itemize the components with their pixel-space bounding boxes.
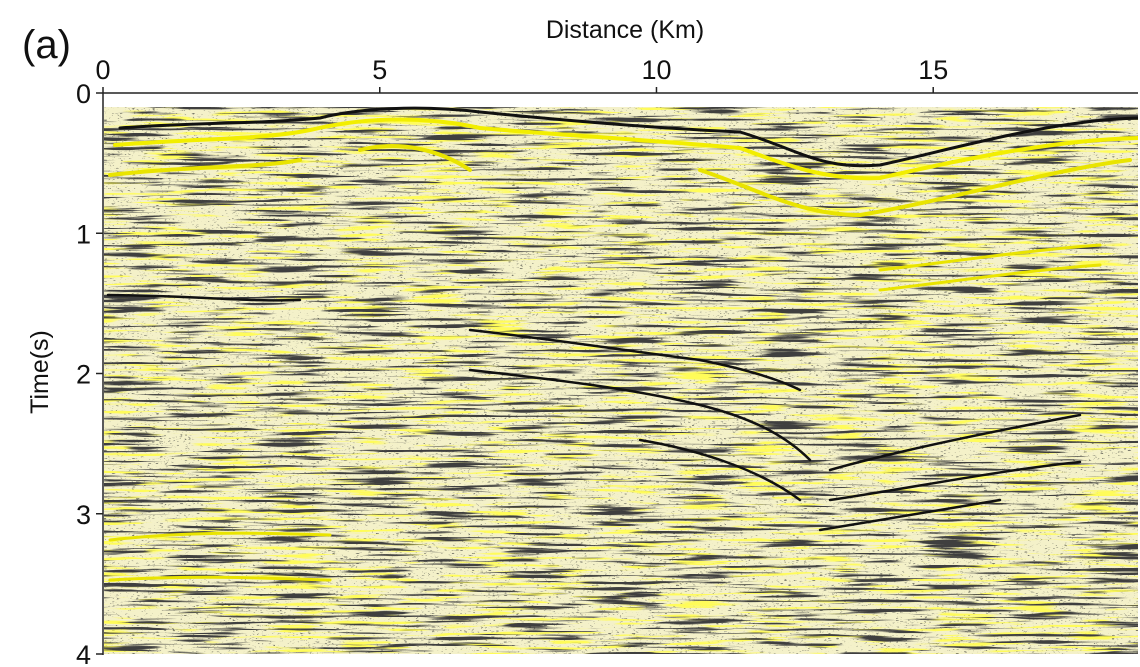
x-tick-label: 5	[372, 55, 387, 85]
y-tick-label: 2	[76, 360, 91, 390]
x-tick-label: 15	[918, 55, 948, 85]
y-axis-label: Time(s)	[26, 330, 54, 414]
y-tick-label: 0	[76, 79, 91, 109]
y-tick-label: 3	[76, 500, 91, 530]
x-axis-label: Distance (Km)	[546, 16, 704, 44]
y-tick-label: 1	[76, 219, 91, 249]
x-tick-label: 10	[641, 55, 671, 85]
chart: (a) Distance (Km) Time(s) 0 5 10 15 0 1 2 3 4	[0, 0, 1140, 667]
panel-label: (a)	[22, 23, 71, 67]
x-tick-label: 0	[95, 55, 110, 85]
page: {"chart_data": {"type": "seismic", "pane…	[0, 0, 1140, 667]
y-tick-label: 4	[76, 640, 91, 667]
